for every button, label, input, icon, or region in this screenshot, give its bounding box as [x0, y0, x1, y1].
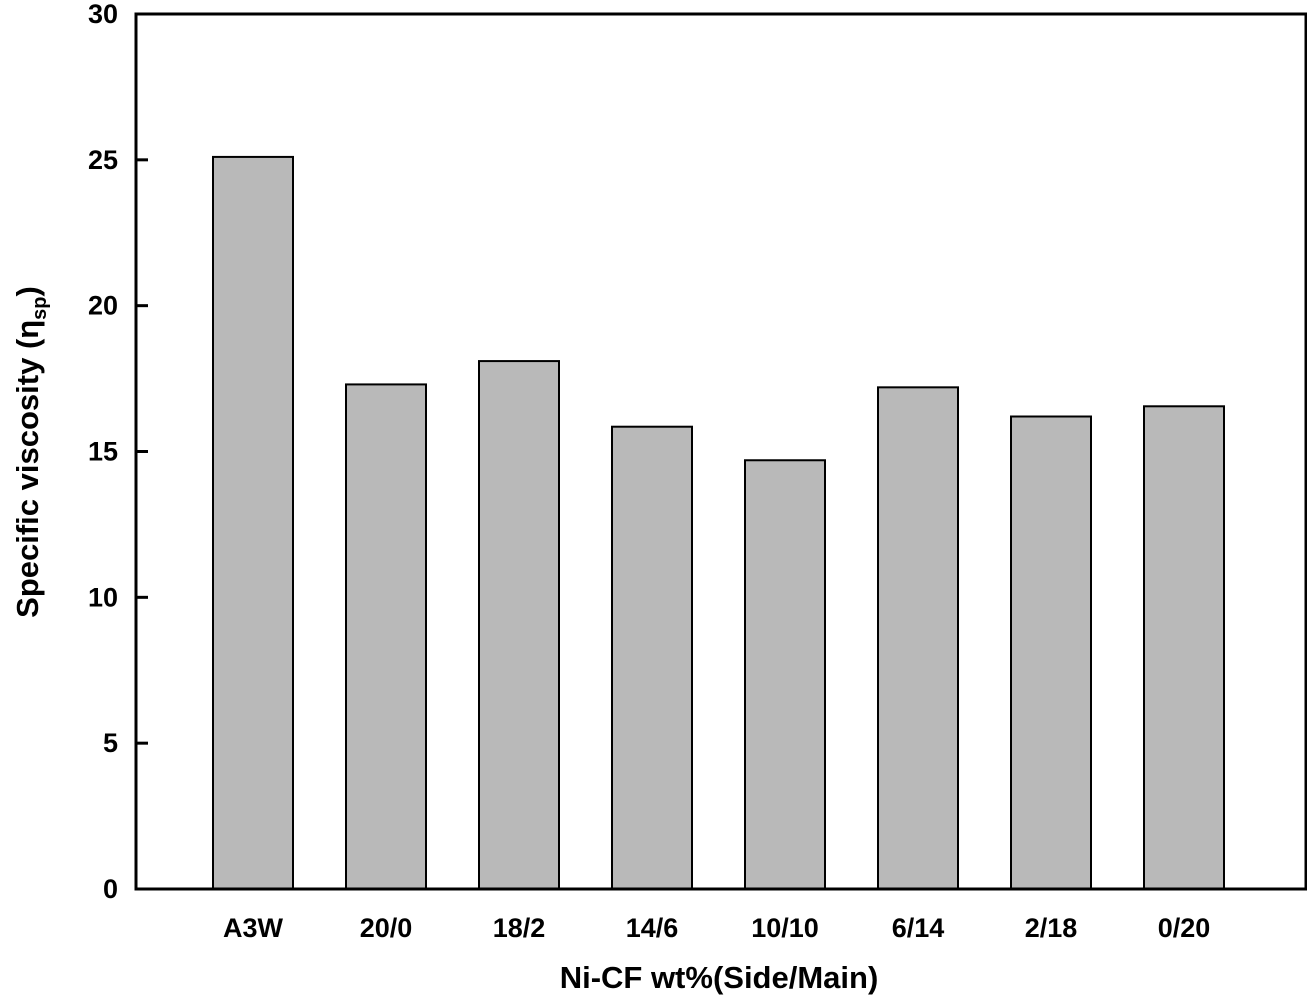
- y-tick-label: 5: [103, 728, 118, 758]
- x-category-label: 18/2: [493, 913, 546, 943]
- y-axis-title-subscript: sp: [29, 296, 51, 319]
- y-tick-label: 15: [88, 437, 118, 467]
- y-axis-title-close: ): [10, 286, 45, 296]
- bar-a3w: [212, 155, 294, 890]
- x-category-label: A3W: [223, 913, 284, 943]
- y-axis-title: Specific viscosity (ηsp): [10, 286, 51, 618]
- bar-18-2: [478, 360, 560, 891]
- y-axis-title-main: Specific viscosity (: [10, 338, 45, 618]
- y-tick-label: 10: [88, 582, 118, 612]
- bar-10-10: [744, 459, 826, 890]
- x-category-label: 2/18: [1025, 913, 1078, 943]
- y-tick-label: 30: [88, 0, 118, 29]
- y-tick-label: 25: [88, 145, 118, 175]
- x-category-label: 20/0: [360, 913, 413, 943]
- y-tick-label: 0: [103, 874, 118, 904]
- y-tick-label: 20: [88, 291, 118, 321]
- y-axis-title-symbol: η: [10, 320, 45, 339]
- bar-2-18: [1010, 415, 1092, 890]
- x-axis-categories: A3W 20/0 18/2 14/6 10/10 6/14 2/18 0/20: [223, 913, 1210, 943]
- bar-14-6: [611, 425, 693, 890]
- plot-frame: [134, 12, 1307, 891]
- bar-20-0: [345, 383, 427, 890]
- bars-layer: [212, 155, 1225, 891]
- y-axis-ticks: 0 5 10 15 20 25 30: [88, 0, 148, 904]
- x-category-label: 14/6: [626, 913, 679, 943]
- x-category-label: 10/10: [751, 913, 819, 943]
- x-axis-title: Ni-CF wt%(Side/Main): [560, 960, 879, 995]
- bar-0-20: [1143, 405, 1225, 890]
- x-category-label: 0/20: [1158, 913, 1211, 943]
- x-category-label: 6/14: [892, 913, 945, 943]
- bar-6-14: [877, 386, 959, 890]
